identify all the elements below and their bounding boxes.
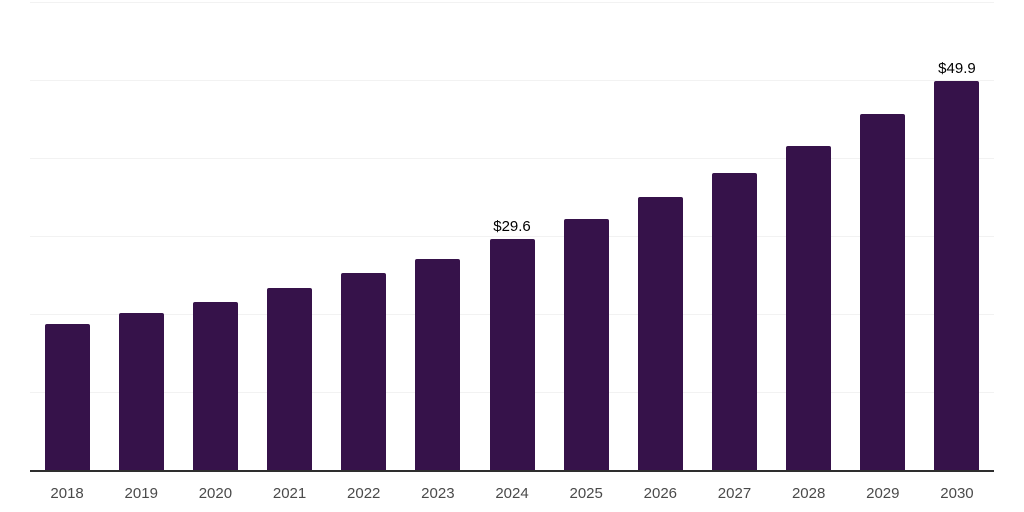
bar-column-2019 — [104, 2, 178, 470]
bar-2027[interactable] — [711, 172, 757, 470]
data-label-2024: $29.6 — [493, 218, 531, 236]
x-tick-2023: 2023 — [421, 485, 455, 502]
bar-column-2022 — [327, 2, 401, 470]
bar-2025[interactable] — [563, 218, 609, 470]
bar-2018[interactable] — [44, 324, 90, 470]
bar-2020[interactable] — [192, 301, 238, 470]
x-axis-tick-labels: 2018 2019 2020 2021 2022 2023 2024 2025 2026 2027… — [30, 485, 994, 502]
bar-2019[interactable] — [118, 313, 164, 470]
x-tick-2029: 2029 — [866, 485, 900, 502]
bar-column-2021 — [252, 2, 326, 470]
x-tick-2020: 2020 — [198, 485, 233, 502]
bar-column-2028 — [772, 2, 846, 470]
bar-2024[interactable]: $29.6 — [489, 218, 535, 470]
gridline-50 — [30, 80, 994, 81]
bar-2028[interactable] — [786, 145, 832, 470]
x-tick-2018: 2018 — [50, 485, 84, 502]
bar-2021[interactable] — [267, 288, 313, 470]
gridline-60 — [30, 2, 994, 3]
x-tick-2025: 2025 — [569, 485, 603, 502]
x-tick-2024: 2024 — [495, 485, 529, 502]
bar-chart: $29.6 $49.9 2018 2019 2020 2021 2022 2023 2024 2… — [30, 2, 994, 502]
gridline-40 — [30, 158, 994, 160]
bar-column-2025 — [549, 2, 623, 470]
bar-column-2026 — [623, 2, 697, 470]
x-tick-2028: 2028 — [791, 485, 826, 502]
bars-container: $29.6 $49.9 — [30, 2, 994, 470]
data-label-2030: $49.9 — [938, 59, 976, 77]
plot-area: $29.6 $49.9 — [30, 2, 994, 472]
bar-2022[interactable] — [341, 273, 387, 470]
bar-2023[interactable] — [415, 258, 461, 470]
x-tick-2021: 2021 — [272, 485, 307, 502]
x-tick-2026: 2026 — [643, 485, 678, 502]
bar-column-2029 — [846, 2, 920, 470]
bar-column-2027 — [697, 2, 771, 470]
x-tick-2030: 2030 — [940, 485, 974, 502]
x-tick-2027: 2027 — [717, 485, 752, 502]
bar-column-2020 — [178, 2, 252, 470]
bar-column-2024: $29.6 — [475, 2, 549, 470]
bar-2026[interactable] — [637, 197, 683, 470]
bar-column-2023 — [401, 2, 475, 470]
x-tick-2022: 2022 — [347, 485, 381, 502]
bar-column-2018 — [30, 2, 104, 470]
gridline-30 — [30, 236, 994, 237]
bar-2029[interactable] — [860, 114, 906, 470]
bar-2030[interactable]: $49.9 — [934, 60, 980, 470]
x-tick-2019: 2019 — [124, 485, 158, 502]
bar-column-2030: $49.9 — [920, 2, 994, 470]
